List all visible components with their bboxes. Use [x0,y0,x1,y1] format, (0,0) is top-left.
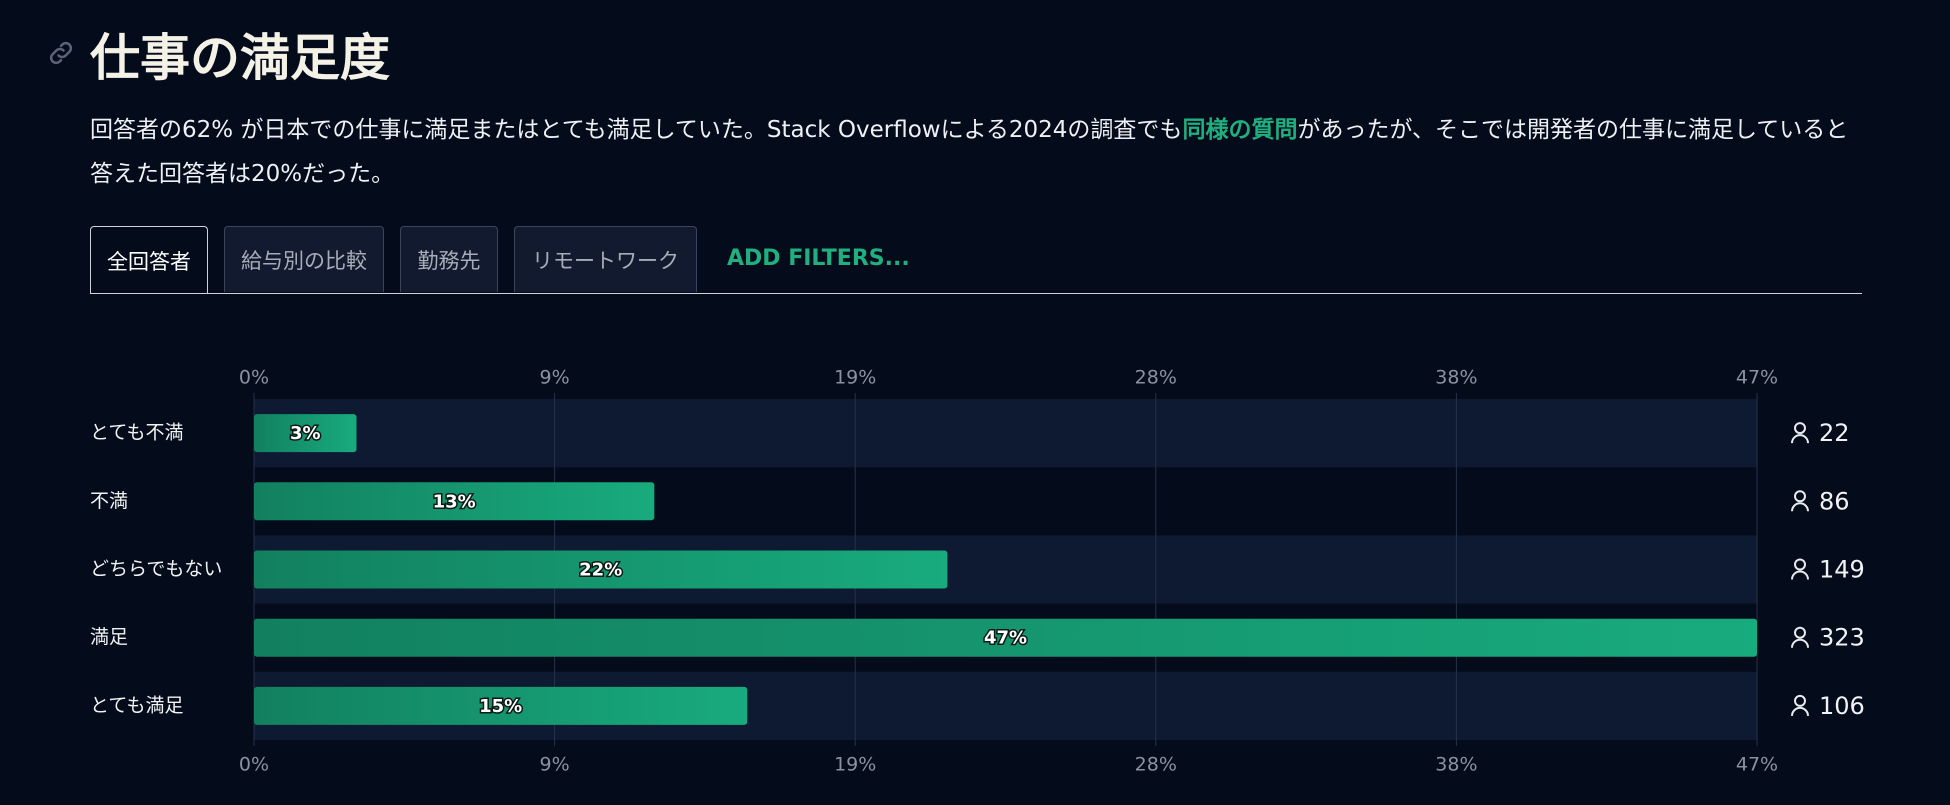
x-tick-label: 28% [1135,754,1177,776]
person-icon [1791,626,1809,648]
x-tick-label: 9% [540,754,570,776]
bar [254,618,1757,657]
count-label: 323 [1819,624,1865,652]
x-tick-label: 19% [834,754,876,776]
x-tick-label: 9% [540,367,570,389]
value-label: 22% [579,560,622,581]
row-band [254,399,1757,468]
tab[interactable]: 勤務先 [400,226,498,292]
category-label: どちらでもない [90,558,222,580]
person-icon [1791,558,1809,580]
tab[interactable]: リモートワーク [514,226,697,292]
category-label: とても満足 [90,694,183,716]
tab-underline [90,293,1862,294]
bar [254,686,748,725]
value-label: 47% [984,628,1027,649]
description-link[interactable]: 同様の質問 [1182,117,1298,143]
count-label: 86 [1819,487,1850,515]
person-icon-body [1791,706,1809,717]
bar [254,550,948,589]
person-icon-head [1794,694,1806,707]
value-label: 3% [290,423,321,444]
person-icon-body [1791,434,1809,444]
person-icon-head [1794,626,1806,639]
tab[interactable]: 全回答者 [90,226,208,294]
category-label: とても不満 [90,422,183,444]
bar [254,414,357,453]
link-icon[interactable] [46,38,76,68]
value-label: 13% [433,491,476,512]
x-tick-label: 28% [1135,367,1177,389]
count-label: 149 [1819,556,1865,584]
count-label: 106 [1819,692,1865,720]
x-tick-label: 0% [239,367,269,389]
x-tick-label: 38% [1435,754,1477,776]
person-icon [1791,422,1809,444]
category-label: 満足 [90,626,128,648]
description-text: があったが、そこでは開発者の仕事に満足していると答えた回答者は20%だった。 [90,117,1849,187]
description-text: 回答者の62% が日本での仕事に満足またはとても満足していた。Stack Ove… [90,117,1183,143]
heading: 仕事の満足度 [90,29,390,87]
x-tick-label: 47% [1736,754,1778,776]
x-tick-label: 47% [1736,367,1778,389]
person-icon-body [1791,570,1809,580]
x-tick-label: 19% [834,367,876,389]
person-icon-head [1794,422,1806,435]
value-label: 15% [479,696,522,717]
add-filters-button[interactable]: ADD FILTERS... [727,246,910,271]
category-label: 不満 [90,490,128,512]
person-icon [1791,694,1809,717]
tab[interactable]: 給与別の比較 [224,226,384,292]
description: 回答者の62% が日本での仕事に満足またはとても満足していた。Stack Ove… [90,108,1865,196]
person-icon-head [1794,490,1806,503]
person-icon-head [1794,558,1806,571]
person-icon-body [1791,502,1809,512]
x-tick-label: 0% [239,754,269,776]
bar [254,482,655,521]
person-icon [1791,490,1809,512]
count-label: 22 [1819,419,1850,447]
person-icon-body [1791,638,1809,648]
x-tick-label: 38% [1435,367,1477,389]
